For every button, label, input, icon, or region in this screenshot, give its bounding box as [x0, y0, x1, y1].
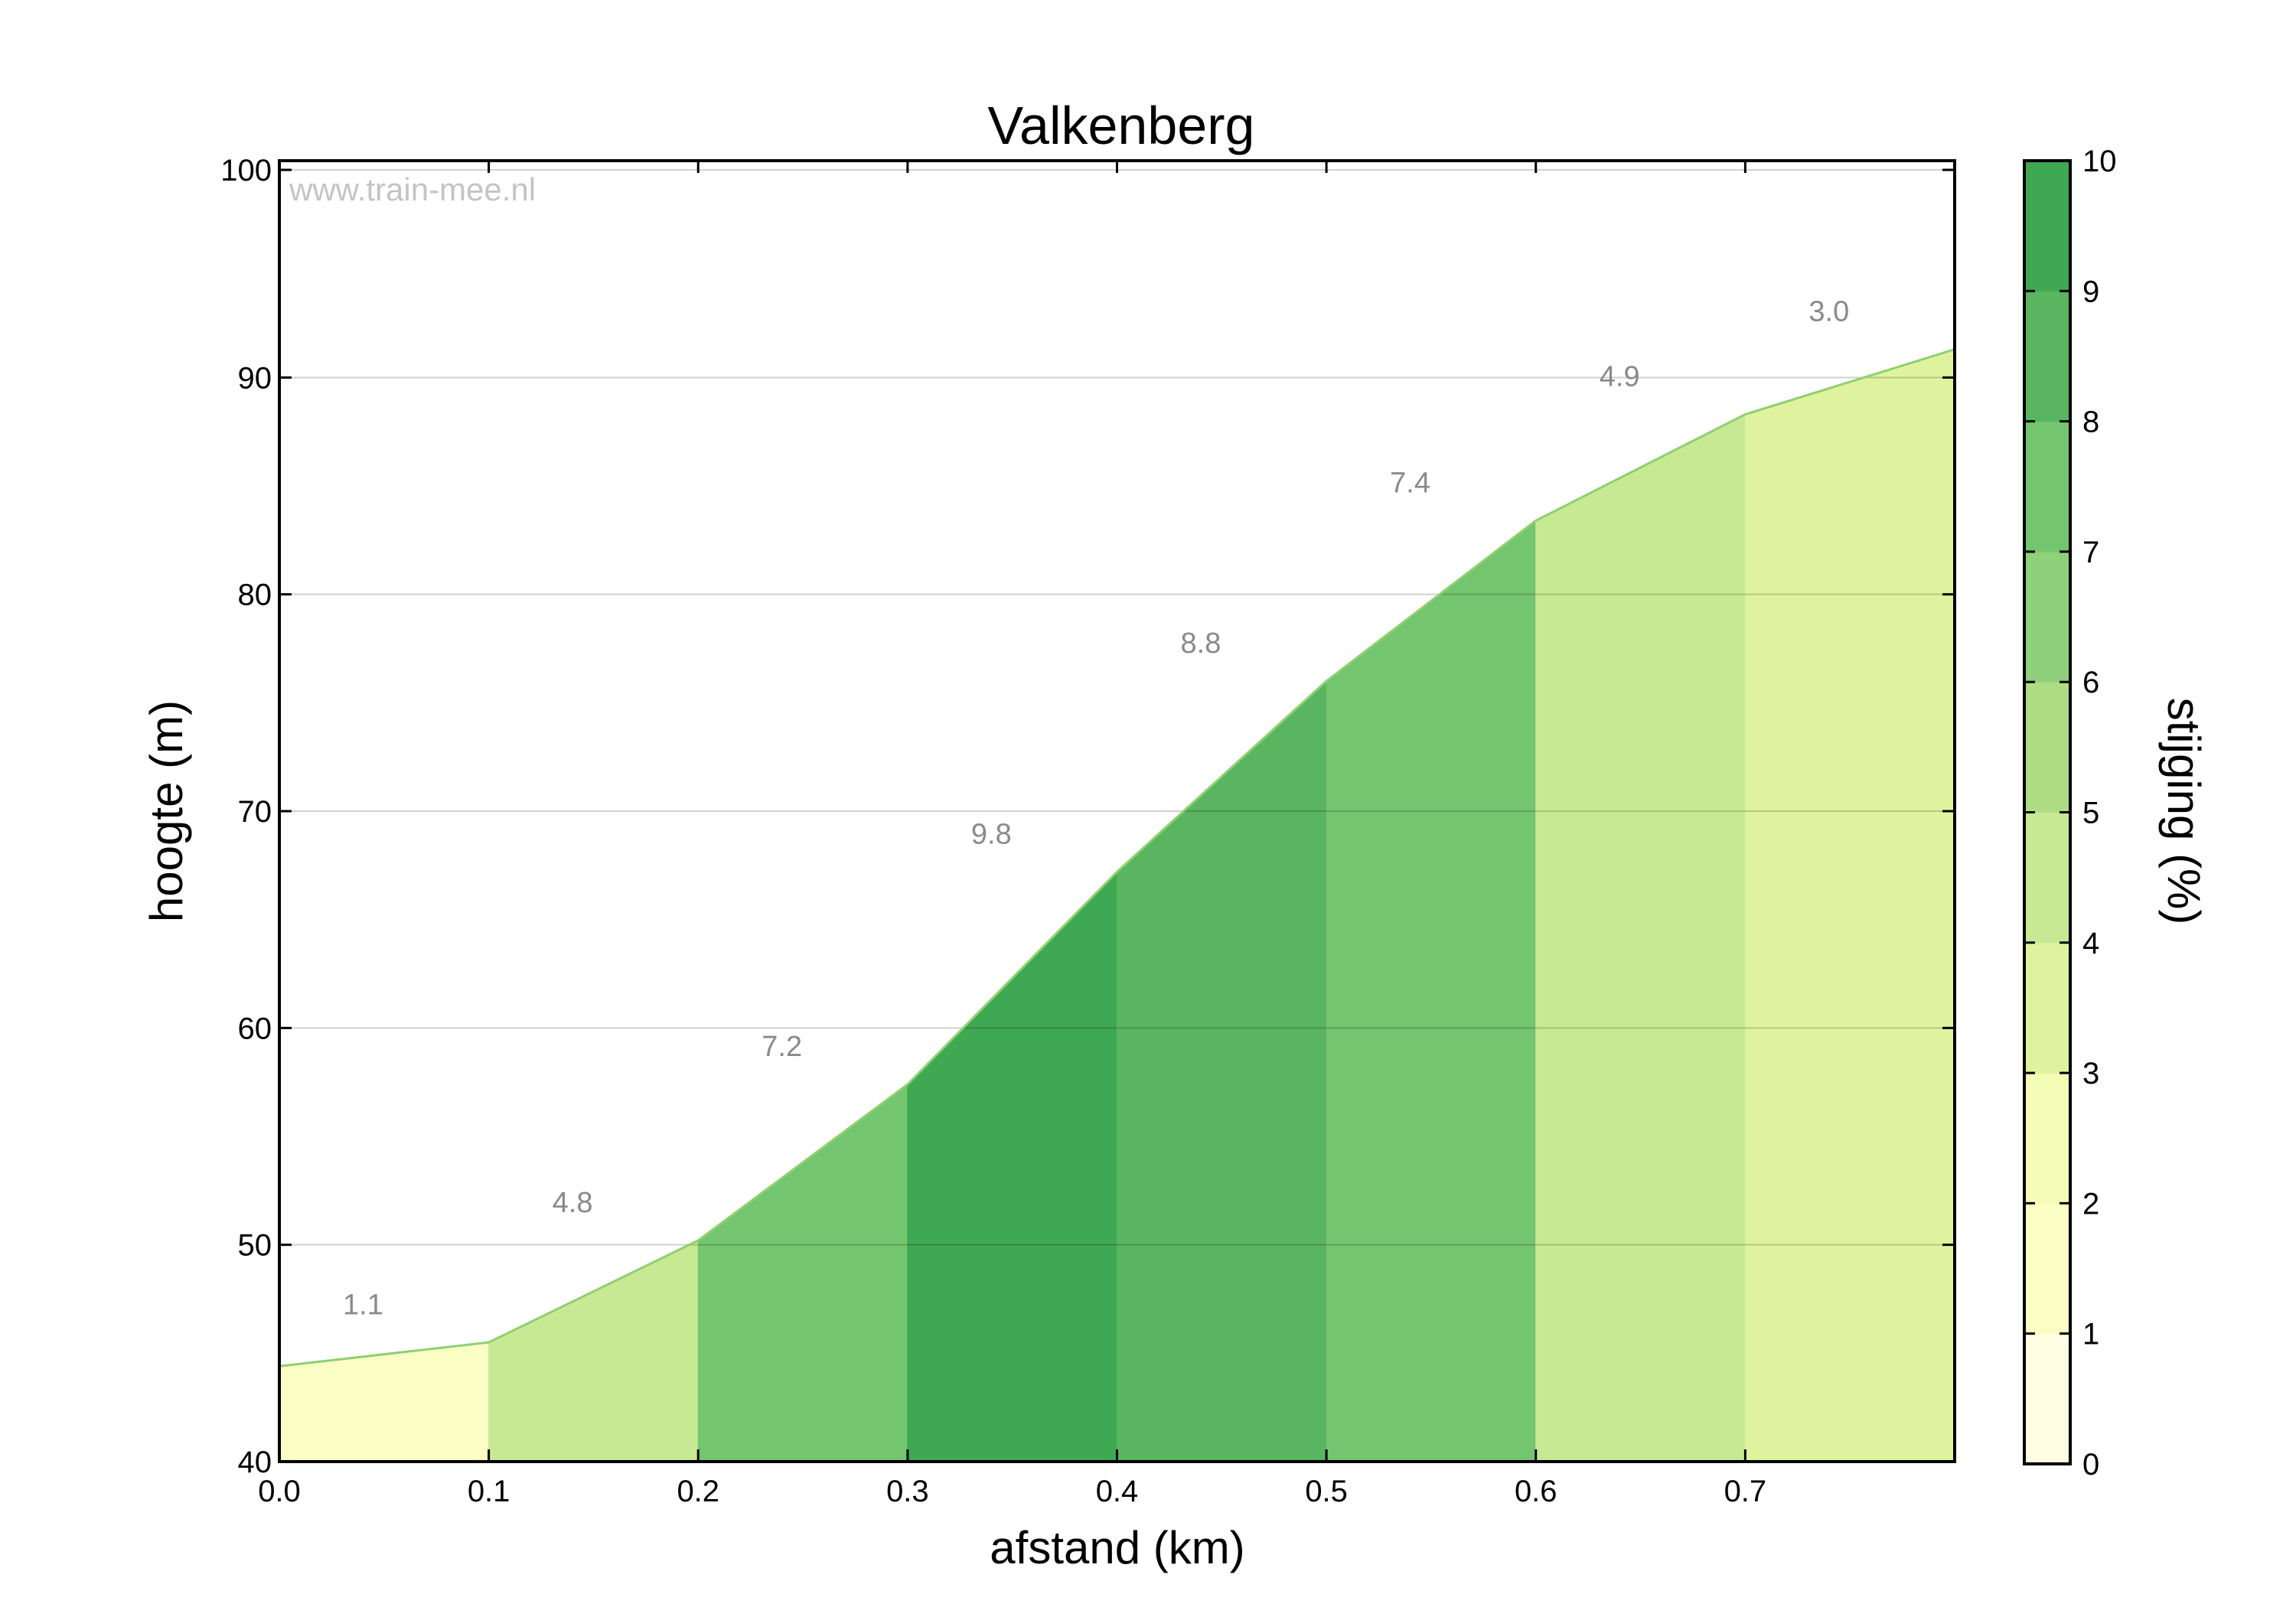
- gradient-segment-4: [907, 871, 1117, 1462]
- axis-ticks: [278, 161, 1955, 1463]
- colorbar-band-9: [2024, 161, 2070, 292]
- gradient-segment-8: [1744, 348, 1955, 1462]
- colorbar-tick-label: 7: [2082, 536, 2099, 569]
- gradient-segment-5: [1117, 680, 1327, 1462]
- gradient-segment-2: [488, 1240, 699, 1462]
- colorbar-tick-label: 1: [2082, 1318, 2099, 1351]
- chart-title: Valkenberg: [988, 96, 1255, 155]
- colorbar-band-4: [2024, 812, 2070, 944]
- colorbar-tick-label: 4: [2082, 927, 2099, 960]
- colorbar-title: stijging (%): [2158, 698, 2210, 925]
- y-tick-label: 60: [238, 1012, 272, 1045]
- x-tick-label: 0.6: [1515, 1475, 1557, 1508]
- colorbar-band-3: [2024, 942, 2070, 1074]
- y-tick-label: 100: [220, 154, 272, 187]
- x-tick-label: 0.1: [468, 1475, 510, 1508]
- colorbar-tick-label: 0: [2082, 1448, 2099, 1482]
- gradient-segment-fills: [279, 348, 1955, 1462]
- colorbar: [2024, 161, 2070, 1465]
- colorbar-band-2: [2024, 1073, 2070, 1204]
- y-axis-title: hoogte (m): [141, 700, 192, 922]
- gradient-segment-3: [697, 1084, 908, 1462]
- colorbar-tick-label: 5: [2082, 797, 2099, 830]
- gradient-label-3: 7.2: [762, 1031, 802, 1063]
- colorbar-band-6: [2024, 551, 2070, 683]
- x-axis-title: afstand (km): [990, 1522, 1244, 1573]
- gradient-label-5: 8.8: [1181, 627, 1221, 660]
- colorbar-band-5: [2024, 682, 2070, 813]
- gradient-label-2: 4.8: [553, 1187, 593, 1219]
- x-tick-label: 0.3: [886, 1475, 929, 1508]
- x-tick-label: 0.0: [258, 1475, 301, 1508]
- x-tick-labels: 0.0 0.1 0.2 0.3 0.4 0.5 0.6 0.7: [258, 1475, 1766, 1508]
- colorbar-tick-label: 3: [2082, 1057, 2099, 1090]
- y-tick-label: 80: [238, 579, 272, 612]
- x-tick-label: 0.7: [1724, 1475, 1767, 1508]
- gradient-segment-6: [1326, 520, 1537, 1462]
- x-tick-label: 0.4: [1096, 1475, 1139, 1508]
- gradient-label-8: 3.0: [1808, 296, 1849, 328]
- y-tick-label: 50: [238, 1229, 272, 1263]
- gradient-labels: 1.1 4.8 7.2 9.8 8.8 7.4 4.9 3.0: [343, 296, 1849, 1322]
- colorbar-band-7: [2024, 421, 2070, 553]
- colorbar-band-0: [2024, 1333, 2070, 1465]
- colorbar-band-8: [2024, 291, 2070, 422]
- colorbar-ticks: 0 1 2 3 4 5 6 7 8 9 10: [2024, 145, 2117, 1482]
- elevation-profile-line: [279, 348, 1955, 1367]
- gradient-label-7: 4.9: [1600, 361, 1640, 393]
- colorbar-tick-label: 9: [2082, 275, 2099, 308]
- y-tick-label: 40: [238, 1446, 272, 1479]
- y-tick-labels: 40 50 60 70 80 90 100: [220, 154, 272, 1479]
- gradient-label-1: 1.1: [343, 1289, 383, 1321]
- colorbar-tick-label: 2: [2082, 1187, 2099, 1221]
- gradient-label-4: 9.8: [971, 819, 1012, 851]
- y-tick-label: 90: [238, 361, 272, 395]
- colorbar-band-1: [2024, 1203, 2070, 1335]
- colorbar-tick-label: 10: [2082, 145, 2117, 178]
- watermark: www.train-mee.nl: [289, 171, 536, 207]
- colorbar-tick-label: 8: [2082, 406, 2099, 439]
- gradient-segment-1: [279, 1341, 490, 1462]
- x-tick-label: 0.2: [677, 1475, 719, 1508]
- colorbar-tick-label: 6: [2082, 666, 2099, 699]
- gradient-label-6: 7.4: [1390, 468, 1430, 500]
- y-tick-label: 70: [238, 795, 272, 829]
- x-tick-label: 0.5: [1305, 1475, 1348, 1508]
- gradient-segment-7: [1535, 413, 1746, 1462]
